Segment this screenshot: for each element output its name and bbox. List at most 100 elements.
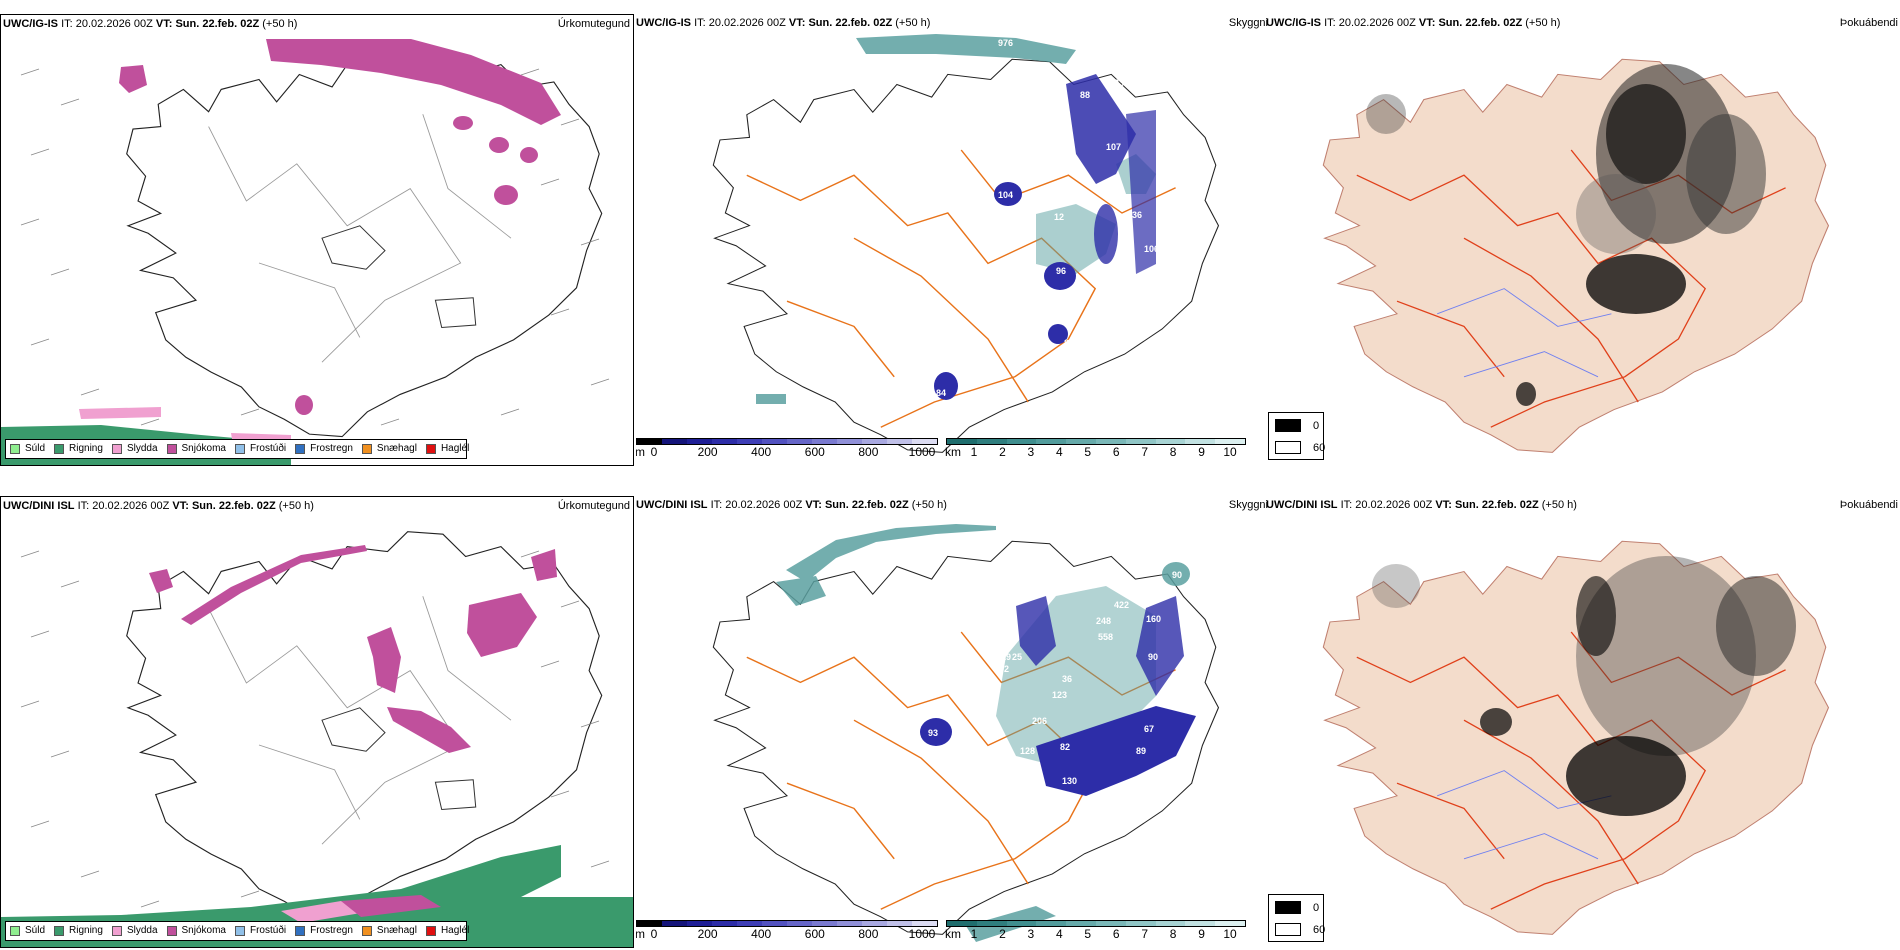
cloud-label: 123 [1052, 690, 1068, 700]
colorbar-tick: 9 [1198, 445, 1205, 459]
legend-label: Snæhagl [376, 925, 417, 936]
cloud-map-1 [712, 34, 1220, 454]
colorbar-cell [837, 921, 862, 926]
fog-legend-label: 0 [1313, 419, 1320, 432]
colorbar-cell [687, 921, 712, 926]
fog-legend-1: 0 60 [1268, 412, 1326, 460]
colorbar-tick: 7 [1141, 927, 1148, 941]
fog-map-2 [1322, 540, 1830, 936]
fog-legend-label: 0 [1313, 901, 1320, 914]
colorbar-cell [1185, 921, 1216, 926]
fog-header-2: UWC/DINI ISL IT: 20.02.2026 00Z VT: Sun.… [1266, 499, 1577, 511]
colorbar-tick: 600 [804, 445, 825, 459]
colorbar-unit: km [945, 927, 961, 941]
cloud-label: 206 [1032, 716, 1048, 726]
legend-label: Súld [25, 443, 46, 454]
fog-legend-item: 60 [1275, 923, 1325, 936]
cloud-title-1: Skyggni [1228, 17, 1268, 29]
fog-legend-label: 60 [1313, 441, 1326, 454]
colorbar-tick: 1000 [908, 445, 936, 459]
colorbar-cell [976, 921, 1007, 926]
colorbar-cell [637, 439, 662, 444]
legend-item: Rigning [54, 921, 103, 941]
fog-panel-2: UWC/DINI ISL IT: 20.02.2026 00Z VT: Sun.… [1266, 496, 1900, 948]
colorbar-tick: 1 [970, 445, 978, 459]
cloud-label: 106 [1144, 244, 1160, 254]
colorbar-cell [1006, 439, 1037, 444]
colorbar-cell [912, 439, 937, 444]
colorbar-unit: km [945, 445, 961, 459]
colorbar-cell [1095, 921, 1126, 926]
cloud-label: 89 [1136, 746, 1147, 756]
colorbar-tick: 5 [1084, 927, 1092, 941]
cloud-header-1: UWC/IG-IS IT: 20.02.2026 00Z VT: Sun. 22… [636, 17, 931, 29]
legend-item: Rigning [54, 439, 103, 459]
colorbar-tick: 2 [999, 927, 1006, 941]
colorbar-cell [662, 439, 687, 444]
colorbar-unit: m [636, 445, 645, 459]
legend-label: Frostregn [310, 925, 353, 936]
cloud-panel-2: 90 422 248 558 160 269 319 25 292 90 36 … [636, 496, 1270, 948]
precip-header-2: UWC/DINI ISL IT: 20.02.2026 00Z VT: Sun.… [3, 500, 314, 512]
cloud-label: 334 [1114, 78, 1130, 88]
legend-item: Frostúði [234, 921, 286, 941]
colorbar-cell [687, 439, 712, 444]
cloud-label: 976 [998, 38, 1014, 48]
legend-swatch [111, 444, 122, 454]
legend-item: Snæhagl [361, 439, 417, 459]
legend-swatch [425, 444, 436, 454]
legend-item: Snjókoma [166, 921, 226, 941]
precip-legend-2: Súld Rigning Slydda Snjókoma Frostúði Frostre… [5, 921, 469, 941]
colorbar-cell [712, 439, 737, 444]
cloud-label: 36 [1132, 210, 1143, 220]
colorbar-tick: 200 [697, 445, 718, 459]
cloud-label: 25 [1012, 652, 1023, 662]
colorbar-cell [812, 439, 837, 444]
legend-swatch [295, 444, 306, 454]
legend-swatch [234, 926, 245, 936]
fog-title-1: Þokuábendi [1839, 17, 1898, 29]
colorbar-cell [712, 921, 737, 926]
colorbar-tick: 400 [751, 927, 772, 941]
cloud-label: 80 [1156, 266, 1167, 276]
legend-item: Frostregn [295, 439, 353, 459]
colorbar-tick: 1 [970, 927, 978, 941]
cloud-label: 67 [1144, 724, 1155, 734]
cloud-label: 89 [1064, 338, 1075, 348]
precip-map-2 [1, 531, 633, 947]
precip-header-1: UWC/IG-IS IT: 20.02.2026 00Z VT: Sun. 22… [3, 18, 298, 30]
colorbar-cell [737, 921, 762, 926]
colorbar-cell [1185, 439, 1216, 444]
colorbar-tick: 4 [1055, 445, 1063, 459]
cloud-label: 160 [1146, 614, 1162, 624]
legend-swatch [234, 444, 245, 454]
legend-label: Snæhagl [376, 443, 417, 454]
precip-map-1 [1, 39, 610, 465]
fog-legend-swatch [1275, 901, 1301, 914]
legend-item: Haglél [425, 439, 469, 459]
cloud-label: 130 [1062, 776, 1078, 786]
legend-swatch [425, 926, 436, 936]
cloud-label: 93 [928, 728, 939, 738]
snow-area [149, 545, 557, 753]
colorbar-cell [762, 921, 787, 926]
colorbar-cell [1036, 921, 1067, 926]
fog-map-1 [1322, 58, 1830, 454]
precip-title-1: Úrkomutegund [557, 18, 630, 30]
cloud-label: 104 [998, 190, 1014, 200]
colorbar-strip [946, 920, 1246, 927]
colorbar-tick: 1000 [908, 927, 936, 941]
colorbar-cell [1155, 921, 1186, 926]
colorbar-strip [636, 920, 938, 927]
cloud-label: 107 [1106, 142, 1122, 152]
precip-panel-2: UWC/DINI ISL IT: 20.02.2026 00Z VT: Sun.… [0, 496, 634, 948]
cloud-label: 90 [1172, 570, 1183, 580]
cloud-label: 36 [1062, 674, 1073, 684]
legend-swatch [361, 926, 372, 936]
fog-area [1372, 556, 1796, 816]
colorbar-strip [946, 438, 1246, 445]
legend-label: Rigning [69, 925, 103, 936]
cloud-label: 88 [1080, 90, 1091, 100]
cloudbase-area [920, 596, 1196, 796]
colorbar-tick: 6 [1112, 445, 1120, 459]
